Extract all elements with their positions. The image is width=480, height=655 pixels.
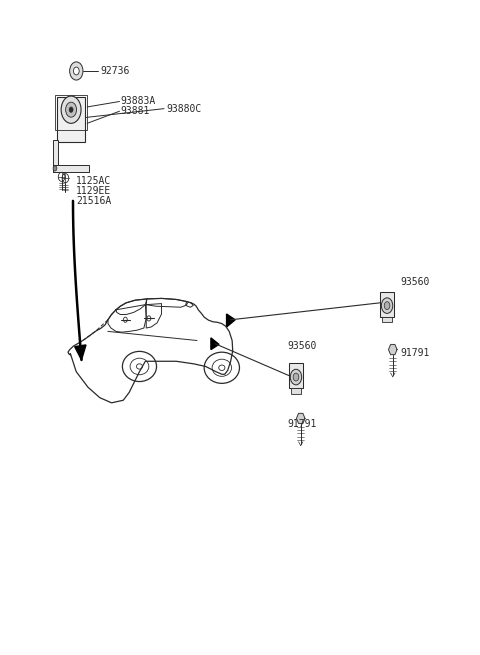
- Circle shape: [70, 62, 83, 80]
- Circle shape: [61, 96, 81, 123]
- Circle shape: [382, 298, 393, 313]
- Bar: [53, 140, 58, 172]
- Text: 92736: 92736: [100, 66, 130, 76]
- Text: 21516A: 21516A: [76, 196, 111, 206]
- Bar: [53, 165, 89, 172]
- Polygon shape: [211, 338, 219, 350]
- Circle shape: [293, 373, 299, 381]
- Text: 91791: 91791: [400, 348, 430, 358]
- Bar: [57, 97, 85, 142]
- Text: 93880C: 93880C: [167, 103, 202, 113]
- Bar: [380, 292, 394, 317]
- Circle shape: [384, 302, 390, 310]
- Text: 1129EE: 1129EE: [76, 186, 111, 196]
- Text: 93883A: 93883A: [120, 96, 156, 107]
- Circle shape: [66, 102, 77, 117]
- Circle shape: [73, 67, 79, 75]
- Bar: [382, 317, 392, 322]
- Polygon shape: [297, 413, 305, 424]
- Bar: [289, 364, 303, 388]
- Polygon shape: [75, 345, 86, 360]
- Text: 93881: 93881: [120, 106, 150, 116]
- Polygon shape: [388, 345, 397, 354]
- Polygon shape: [227, 314, 235, 327]
- Circle shape: [53, 166, 57, 171]
- Bar: [291, 388, 301, 394]
- Text: 93560: 93560: [288, 341, 317, 350]
- Text: 1125AC: 1125AC: [76, 176, 111, 187]
- Circle shape: [290, 369, 301, 385]
- Text: 93560: 93560: [400, 277, 430, 287]
- Circle shape: [69, 107, 73, 113]
- Text: 91791: 91791: [288, 419, 317, 428]
